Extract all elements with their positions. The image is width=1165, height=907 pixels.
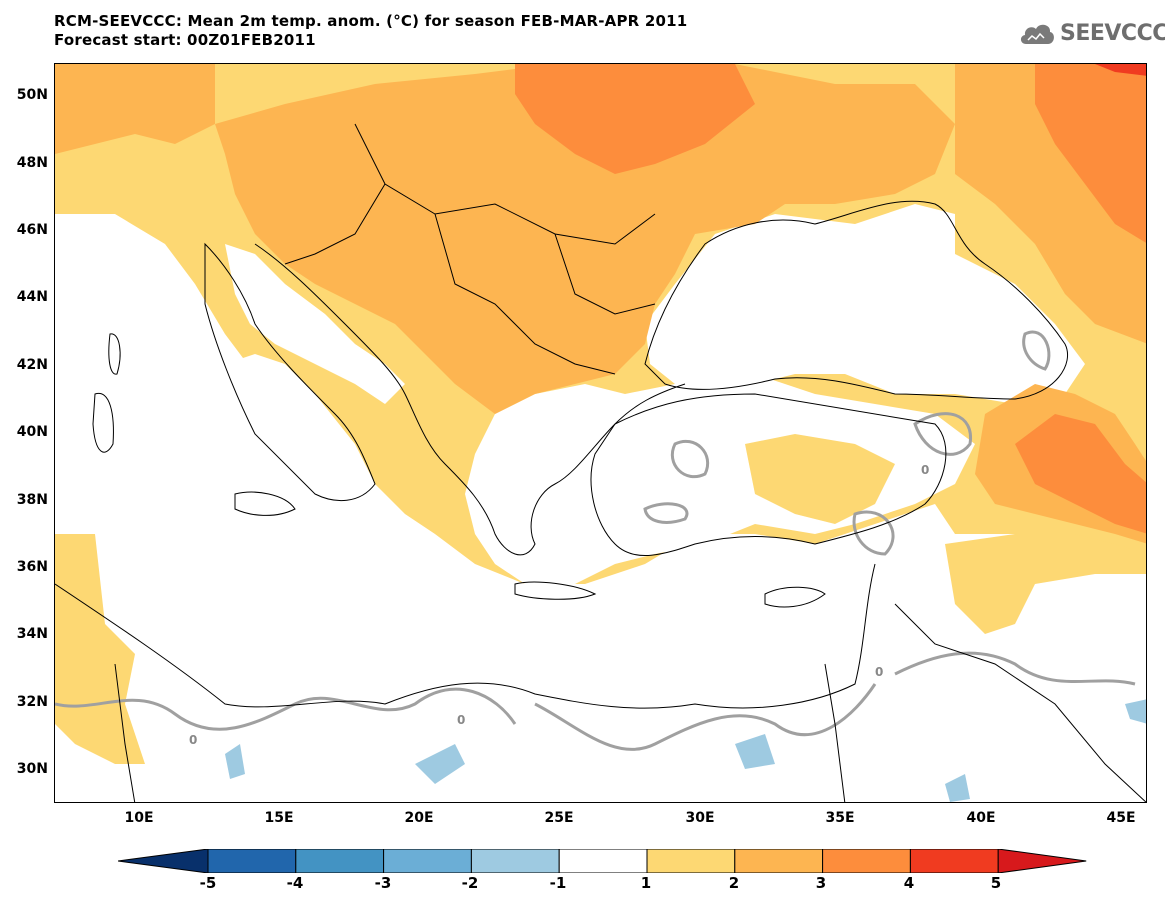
lon-label-45e: 45E	[1106, 810, 1136, 826]
contour-label-2: 0	[457, 713, 465, 727]
anomaly-region-3-4-north	[515, 64, 755, 174]
lat-label-36n: 36N	[16, 559, 48, 575]
colorbar-label-1: 1	[640, 874, 652, 892]
anomaly-region-4-5	[1095, 64, 1146, 76]
island-cyprus	[764, 586, 826, 608]
contour-line-6	[1022, 330, 1051, 371]
colorbar-label-minus4: -4	[286, 874, 304, 892]
border-3	[434, 213, 616, 375]
coastline-italy	[204, 242, 376, 502]
map-area: 0 0 0 0	[54, 63, 1147, 803]
colorbar-segment	[909, 849, 999, 873]
logo-text: SEEVCCC	[1060, 20, 1165, 46]
border-6	[824, 663, 846, 802]
colorbar	[118, 849, 1087, 873]
coastlines-borders	[55, 123, 1146, 802]
anomaly-region-3-4-northeast	[1035, 64, 1146, 243]
lon-label-40e: 40E	[966, 810, 996, 826]
colorbar-segment	[822, 849, 911, 873]
lon-label-30e: 30E	[685, 810, 715, 826]
anomaly-region-neg-3	[225, 744, 245, 779]
contour-label-4: 0	[875, 665, 883, 679]
colorbar-segment	[734, 849, 824, 873]
anomaly-region-neg-1	[415, 744, 465, 784]
coastline-anatolia	[590, 393, 947, 557]
anomaly-region-neg-2	[735, 734, 775, 769]
zero-contours	[55, 330, 1136, 751]
coastline-balkans	[254, 243, 686, 556]
contour-line-5	[913, 412, 972, 456]
sea-black	[645, 204, 1085, 404]
sea-adriatic	[225, 244, 405, 404]
colorbar-label-minus2: -2	[461, 874, 479, 892]
colorbar-segment	[295, 849, 385, 873]
colorbar-label-3: 3	[815, 874, 827, 892]
contour-line-4	[670, 439, 710, 479]
island-sardinia	[92, 392, 114, 453]
colorbar-arrow-right	[997, 849, 1087, 873]
lon-label-20e: 20E	[404, 810, 434, 826]
lat-label-50n: 50N	[16, 87, 48, 103]
lat-label-32n: 32N	[16, 694, 48, 710]
lat-label-38n: 38N	[16, 492, 48, 508]
lat-label-44n: 44N	[16, 289, 48, 305]
sea-west-med	[55, 214, 415, 594]
colorbar-segment	[558, 849, 648, 873]
colorbar-label-4: 4	[903, 874, 915, 892]
coastline-levant-africa	[55, 563, 876, 709]
anomaly-region-1-2-anatolia	[745, 434, 895, 524]
cloud-icon	[1020, 24, 1054, 44]
sea-aegean-anatolia	[465, 374, 975, 584]
colorbar-segment	[646, 849, 736, 873]
lon-label-10e: 10E	[124, 810, 154, 826]
border-4	[554, 233, 656, 315]
lon-label-15e: 15E	[264, 810, 294, 826]
colorbar-label-minus5: -5	[199, 874, 217, 892]
lat-label-40n: 40N	[16, 424, 48, 440]
lat-label-30n: 30N	[16, 761, 48, 777]
lat-label-48n: 48N	[16, 155, 48, 171]
colorbar-segment	[383, 849, 472, 873]
colorbar-label-2: 2	[728, 874, 740, 892]
contour-line-7	[643, 502, 689, 524]
sea-east-med-africa	[55, 544, 1146, 802]
anomaly-map: 0 0 0 0	[55, 64, 1146, 802]
colorbar-label-minus1: -1	[549, 874, 567, 892]
island-crete	[514, 581, 597, 600]
contour-line-2	[534, 683, 877, 751]
colorbar-label-minus3: -3	[374, 874, 392, 892]
island-corsica	[108, 333, 121, 375]
coastline-black-sea	[644, 200, 1068, 400]
seevccc-logo: SEEVCCC	[1018, 20, 1165, 46]
contour-labels: 0 0 0 0	[189, 463, 929, 747]
lon-label-35e: 35E	[825, 810, 855, 826]
contour-line-1	[55, 687, 517, 731]
colorbar-segment	[470, 849, 560, 873]
lat-label-42n: 42N	[16, 357, 48, 373]
contour-label-1: 0	[189, 733, 197, 747]
border-7	[114, 663, 136, 802]
island-sicily	[234, 491, 296, 516]
contour-line-8	[852, 510, 895, 556]
lat-label-46n: 46N	[16, 222, 48, 238]
anomaly-region-3-4-caucasus	[1015, 414, 1146, 534]
anomaly-region-2-3-west	[55, 64, 215, 154]
contour-label-3: 0	[921, 463, 929, 477]
lon-label-25e: 25E	[544, 810, 574, 826]
contour-line-3	[894, 651, 1136, 686]
colorbar-label-5: 5	[990, 874, 1002, 892]
chart-title: RCM-SEEVCCC: Mean 2m temp. anom. (°C) fo…	[54, 12, 687, 50]
title-line-2: Forecast start: 00Z01FEB2011	[54, 31, 316, 49]
title-line-1: RCM-SEEVCCC: Mean 2m temp. anom. (°C) fo…	[54, 12, 688, 30]
anomaly-region-neg-4	[945, 774, 970, 802]
border-5	[894, 603, 1146, 802]
colorbar-segment	[207, 849, 297, 873]
colorbar-arrow-left	[118, 849, 209, 873]
lat-label-34n: 34N	[16, 626, 48, 642]
anomaly-region-neg-5	[1125, 699, 1146, 724]
border-2	[284, 183, 386, 265]
anomaly-region-1-2-east	[945, 534, 1146, 634]
